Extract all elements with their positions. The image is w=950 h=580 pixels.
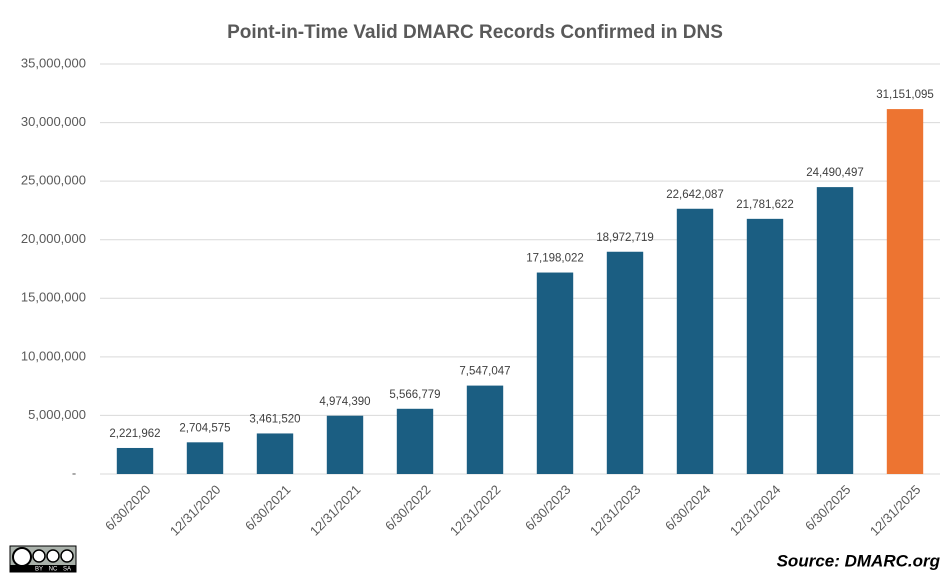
by-icon	[32, 549, 46, 563]
y-tick-label: 20,000,000	[21, 231, 86, 246]
y-tick-label: 15,000,000	[21, 290, 86, 305]
license-label: SA	[63, 567, 71, 573]
data-label: 7,547,047	[459, 366, 510, 378]
data-label: 21,781,622	[736, 199, 794, 211]
cc-icon	[12, 547, 32, 567]
chart-title: Point-in-Time Valid DMARC Records Confir…	[227, 22, 723, 43]
bar	[676, 208, 714, 474]
y-tick-label: 5,000,000	[28, 407, 86, 422]
data-label: 17,198,022	[526, 253, 584, 265]
nc-icon	[46, 549, 60, 563]
license-label: NC	[49, 567, 58, 573]
data-label: 22,642,087	[666, 189, 724, 201]
data-label: 2,221,962	[109, 428, 160, 440]
data-label: 18,972,719	[596, 232, 654, 244]
y-tick-label: 30,000,000	[21, 114, 86, 129]
badge-strip	[10, 565, 76, 572]
y-tick-label: -	[72, 465, 76, 480]
license-label: BY	[35, 567, 43, 573]
data-label: 4,974,390	[319, 396, 370, 408]
bar	[606, 251, 644, 474]
bar	[536, 272, 574, 474]
data-label: 5,566,779	[389, 389, 440, 401]
bar	[256, 433, 294, 474]
y-tick-label: 25,000,000	[21, 173, 86, 188]
source: Source: DMARC.org	[777, 551, 941, 570]
bar	[116, 447, 154, 474]
data-label: 24,490,497	[806, 167, 864, 179]
bar	[886, 109, 924, 475]
bar	[186, 442, 224, 474]
y-tick-label: 10,000,000	[21, 348, 86, 363]
data-label: 3,461,520	[249, 413, 300, 425]
sa-icon	[60, 549, 74, 563]
bar	[396, 408, 434, 474]
bar	[466, 385, 504, 474]
y-tick-label: 35,000,000	[21, 55, 86, 70]
bar	[746, 218, 784, 474]
data-label: 31,151,095	[876, 89, 934, 101]
license-badge: BY NC SA	[9, 545, 77, 573]
bar	[326, 415, 364, 474]
data-label: 2,704,575	[179, 422, 230, 434]
bar	[816, 187, 854, 474]
